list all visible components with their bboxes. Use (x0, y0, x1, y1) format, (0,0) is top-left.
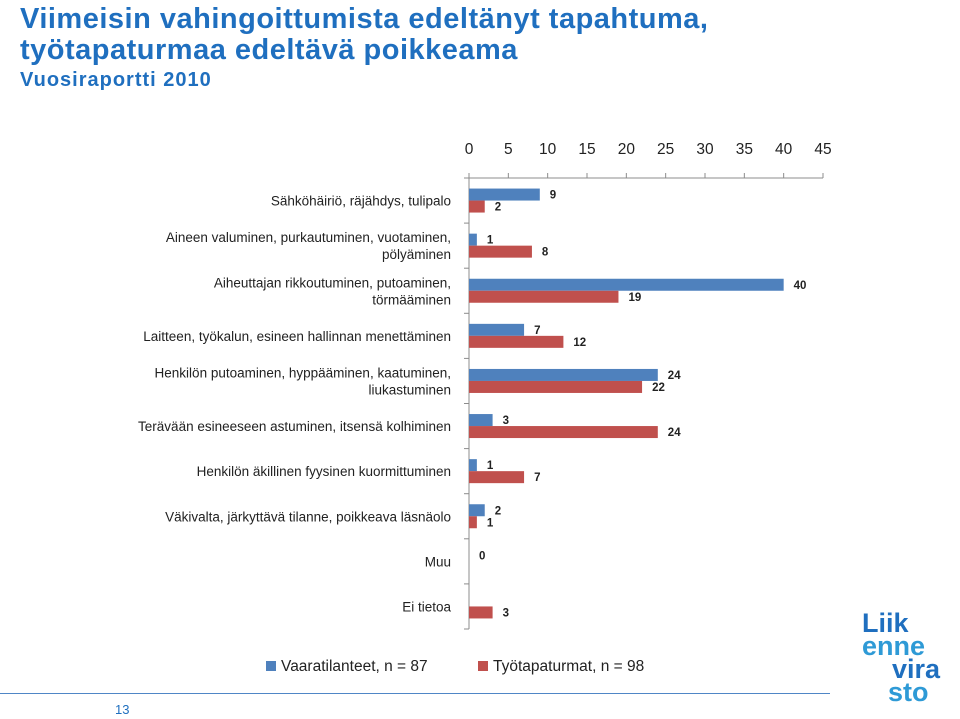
logo-line-2: enne (862, 631, 926, 661)
x-tick-label: 10 (539, 141, 557, 158)
data-label: 19 (628, 292, 641, 304)
category-label: Henkilön äkillinen fyysinen kuormittumin… (197, 464, 451, 479)
x-tick-label: 15 (578, 141, 595, 158)
bar-tyotapaturmat (469, 290, 619, 303)
category-label: Ei tietoa (402, 599, 451, 614)
bar-tyotapaturmat (469, 245, 532, 258)
data-label: 22 (652, 382, 665, 394)
category-label: Laitteen, työkalun, esineen hallinnan me… (143, 329, 451, 344)
bar-vaaratilanteet (469, 368, 658, 381)
bar-tyotapaturmat (469, 516, 477, 529)
bar-vaaratilanteet (469, 323, 525, 336)
bar-vaaratilanteet (469, 188, 540, 201)
x-tick-label: 40 (775, 141, 793, 158)
liikennevirasto-logo: Liik enne vira sto (862, 608, 960, 712)
bar-vaaratilanteet (469, 459, 477, 472)
category-label: Aineen valuminen, purkautuminen, vuotami… (166, 230, 451, 262)
logo-line-1: Liik (862, 608, 909, 638)
data-label: 12 (573, 337, 586, 349)
category-label: Henkilön putoaminen, hyppääminen, kaatum… (155, 365, 451, 397)
bar-vaaratilanteet (469, 414, 493, 427)
bar-tyotapaturmat (469, 380, 643, 393)
x-tick-label: 45 (814, 141, 831, 158)
bar-tyotapaturmat (469, 335, 564, 348)
category-label-line: Ei tietoa (402, 599, 451, 614)
title-line-2: työtapaturmaa edeltävä poikkeama (20, 34, 518, 66)
data-label: 9 (550, 190, 556, 202)
category-label-line: Henkilön äkillinen fyysinen kuormittumin… (197, 464, 451, 479)
category-label-line: Väkivalta, järkyttävä tilanne, poikkeava… (165, 509, 451, 524)
data-label: 3 (503, 607, 509, 619)
bar-tyotapaturmat (469, 471, 525, 484)
data-label: 1 (487, 517, 494, 529)
chart-title-block: Viimeisin vahingoittumista edeltänyt tap… (20, 4, 709, 92)
category-label-line: Terävään esineeseen astuminen, itsensä k… (138, 419, 451, 434)
data-label: 0 (479, 550, 485, 562)
data-label: 1 (487, 460, 494, 472)
category-label: Muu (425, 554, 451, 569)
category-label-line: törmääminen (372, 292, 451, 307)
data-label: 7 (534, 325, 540, 337)
category-label-line: pölyäminen (382, 247, 451, 262)
category-label: Aiheuttajan rikkoutuminen, putoaminen, tö… (214, 275, 451, 307)
category-label-line: Muu (425, 554, 451, 569)
category-label-line: Aineen valuminen, purkautuminen, vuotami… (166, 230, 451, 245)
x-tick-label: 25 (657, 141, 674, 158)
category-label-line: Aiheuttajan rikkoutuminen, putoaminen, (214, 275, 451, 290)
bar-vaaratilanteet (469, 233, 477, 246)
category-label-line: Sähköhäiriö, räjähdys, tulipalo (271, 194, 451, 209)
category-label: Väkivalta, järkyttävä tilanne, poikkeava… (165, 509, 451, 524)
data-label: 24 (668, 370, 681, 382)
chart-subtitle: Vuosiraportti 2010 (20, 69, 212, 91)
category-label: Terävään esineeseen astuminen, itsensä k… (138, 419, 451, 434)
data-label: 2 (495, 202, 501, 214)
bar-tyotapaturmat (469, 200, 485, 213)
data-label: 24 (668, 427, 681, 439)
legend-label: Työtapaturmat, n = 98 (493, 658, 644, 675)
legend-swatch (478, 661, 488, 671)
legend-label: Vaaratilanteet, n = 87 (281, 658, 428, 675)
category-label-line: Henkilön putoaminen, hyppääminen, kaatum… (155, 365, 451, 380)
title-line-1: Viimeisin vahingoittumista edeltänyt tap… (20, 3, 709, 35)
logo-line-4: sto (888, 677, 929, 707)
category-label: Sähköhäiriö, räjähdys, tulipalo (271, 194, 451, 209)
x-tick-label: 35 (736, 141, 753, 158)
data-label: 8 (542, 247, 549, 259)
x-tick-label: 30 (696, 141, 714, 158)
legend-swatch (266, 661, 276, 671)
x-tick-label: 5 (504, 141, 513, 158)
bar-tyotapaturmat (469, 426, 658, 439)
bar-vaaratilanteet (469, 278, 784, 291)
data-label: 7 (534, 472, 540, 484)
bar-vaaratilanteet (469, 504, 485, 517)
data-label: 40 (794, 280, 807, 292)
footer-divider (0, 693, 830, 694)
bar-tyotapaturmat (469, 606, 493, 619)
data-label: 2 (495, 505, 501, 517)
x-tick-label: 20 (618, 141, 636, 158)
data-label: 3 (503, 415, 509, 427)
logo-line-3: vira (892, 654, 941, 684)
category-label-line: Laitteen, työkalun, esineen hallinnan me… (143, 329, 451, 344)
category-label-line: liukastuminen (368, 382, 451, 397)
x-tick-label: 0 (465, 141, 474, 158)
data-label: 1 (487, 235, 494, 247)
page-number: 13 (115, 702, 130, 717)
